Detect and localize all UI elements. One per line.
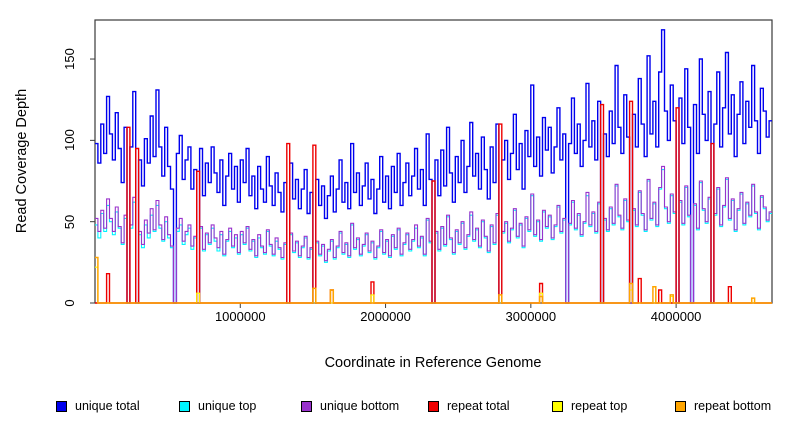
legend-item-repeat-top: repeat top (552, 398, 627, 414)
legend-swatch-unique-total (56, 400, 67, 412)
legend-swatch-repeat-top (552, 400, 563, 412)
legend-item-repeat-total: repeat total (428, 398, 510, 414)
y-tick-label-50: 50 (62, 214, 77, 229)
legend-label-repeat-bottom: repeat bottom (694, 399, 772, 413)
x-tick-label-4000000: 4000000 (650, 309, 702, 324)
legend-label-unique-bottom: unique bottom (320, 399, 400, 413)
y-tick-label-100: 100 (62, 129, 77, 152)
legend-swatch-unique-top (179, 400, 190, 412)
legend-label-unique-total: unique total (75, 399, 140, 413)
y-tick-label-150: 150 (62, 48, 77, 70)
x-tick-label-1000000: 1000000 (214, 309, 266, 324)
legend: unique total unique top unique bottom re… (0, 398, 792, 418)
legend-label-repeat-top: repeat top (571, 399, 628, 413)
legend-label-unique-top: unique top (198, 399, 257, 413)
legend-swatch-repeat-bottom (675, 400, 686, 412)
legend-item-unique-total: unique total (56, 398, 140, 414)
legend-item-repeat-bottom: repeat bottom (675, 398, 771, 414)
x-tick-label-3000000: 3000000 (505, 309, 557, 324)
y-axis-title: Read Coverage Depth (14, 88, 30, 234)
legend-item-unique-bottom: unique bottom (301, 398, 399, 414)
y-tick-label-0: 0 (62, 299, 77, 307)
x-tick-label-2000000: 2000000 (360, 309, 411, 324)
legend-item-unique-top: unique top (179, 398, 256, 414)
legend-swatch-unique-bottom (301, 400, 312, 412)
x-axis-title: Coordinate in Reference Genome (324, 355, 542, 371)
legend-label-repeat-total: repeat total (447, 399, 510, 413)
legend-swatch-repeat-total (428, 400, 439, 412)
